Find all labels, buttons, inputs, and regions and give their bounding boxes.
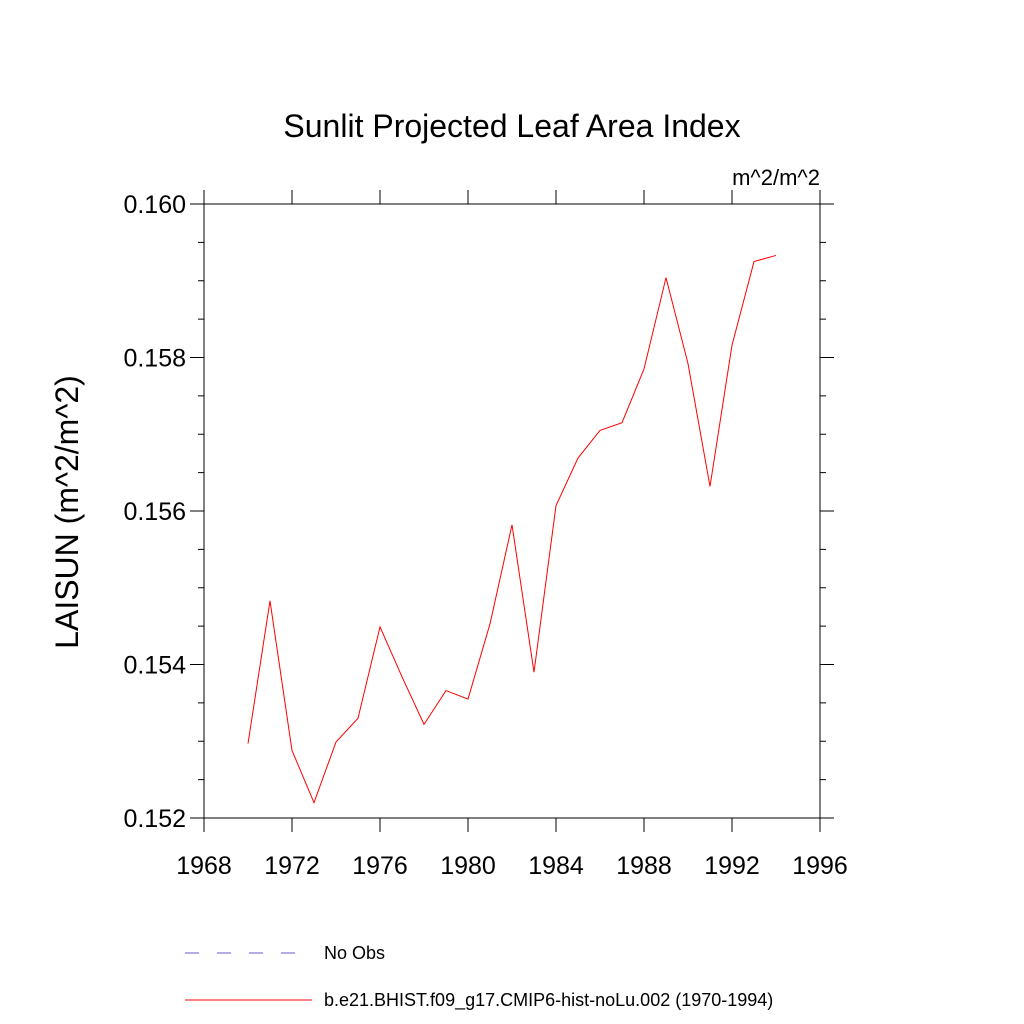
series-line bbox=[247, 254, 777, 805]
x-tick-label: 1972 bbox=[264, 852, 320, 880]
plot-frame bbox=[203, 203, 821, 819]
major-ticks bbox=[190, 190, 834, 832]
legend-label-model: b.e21.BHIST.f09_g17.CMIP6-hist-noLu.002 … bbox=[324, 990, 773, 1011]
chart-title: Sunlit Projected Leaf Area Index bbox=[283, 108, 740, 144]
y-axis-label: LAISUN (m^2/m^2) bbox=[49, 375, 85, 649]
x-tick-label: 1976 bbox=[352, 852, 408, 880]
legend-label-no-obs: No Obs bbox=[324, 943, 385, 963]
x-tick-label: 1996 bbox=[792, 852, 848, 880]
series-layer bbox=[247, 254, 777, 805]
y-tick-labels: 0.152 0.154 0.156 0.158 0.160 bbox=[123, 191, 186, 833]
x-tick-label: 1988 bbox=[616, 852, 672, 880]
minor-ticks bbox=[198, 203, 826, 819]
y-tick-label: 0.160 bbox=[123, 191, 186, 219]
legend: No Obs b.e21.BHIST.f09_g17.CMIP6-hist-no… bbox=[185, 943, 773, 1011]
x-tick-labels: 1968 1972 1976 1980 1984 1988 1992 1996 bbox=[176, 852, 848, 880]
x-tick-label: 1980 bbox=[440, 852, 496, 880]
units-label: m^2/m^2 bbox=[732, 165, 820, 190]
y-tick-label: 0.158 bbox=[123, 345, 186, 373]
y-tick-label: 0.154 bbox=[123, 652, 186, 680]
x-tick-label: 1984 bbox=[528, 852, 584, 880]
x-tick-label: 1968 bbox=[176, 852, 232, 880]
y-tick-label: 0.156 bbox=[123, 498, 186, 526]
y-tick-label: 0.152 bbox=[123, 805, 186, 833]
x-tick-label: 1992 bbox=[704, 852, 760, 880]
